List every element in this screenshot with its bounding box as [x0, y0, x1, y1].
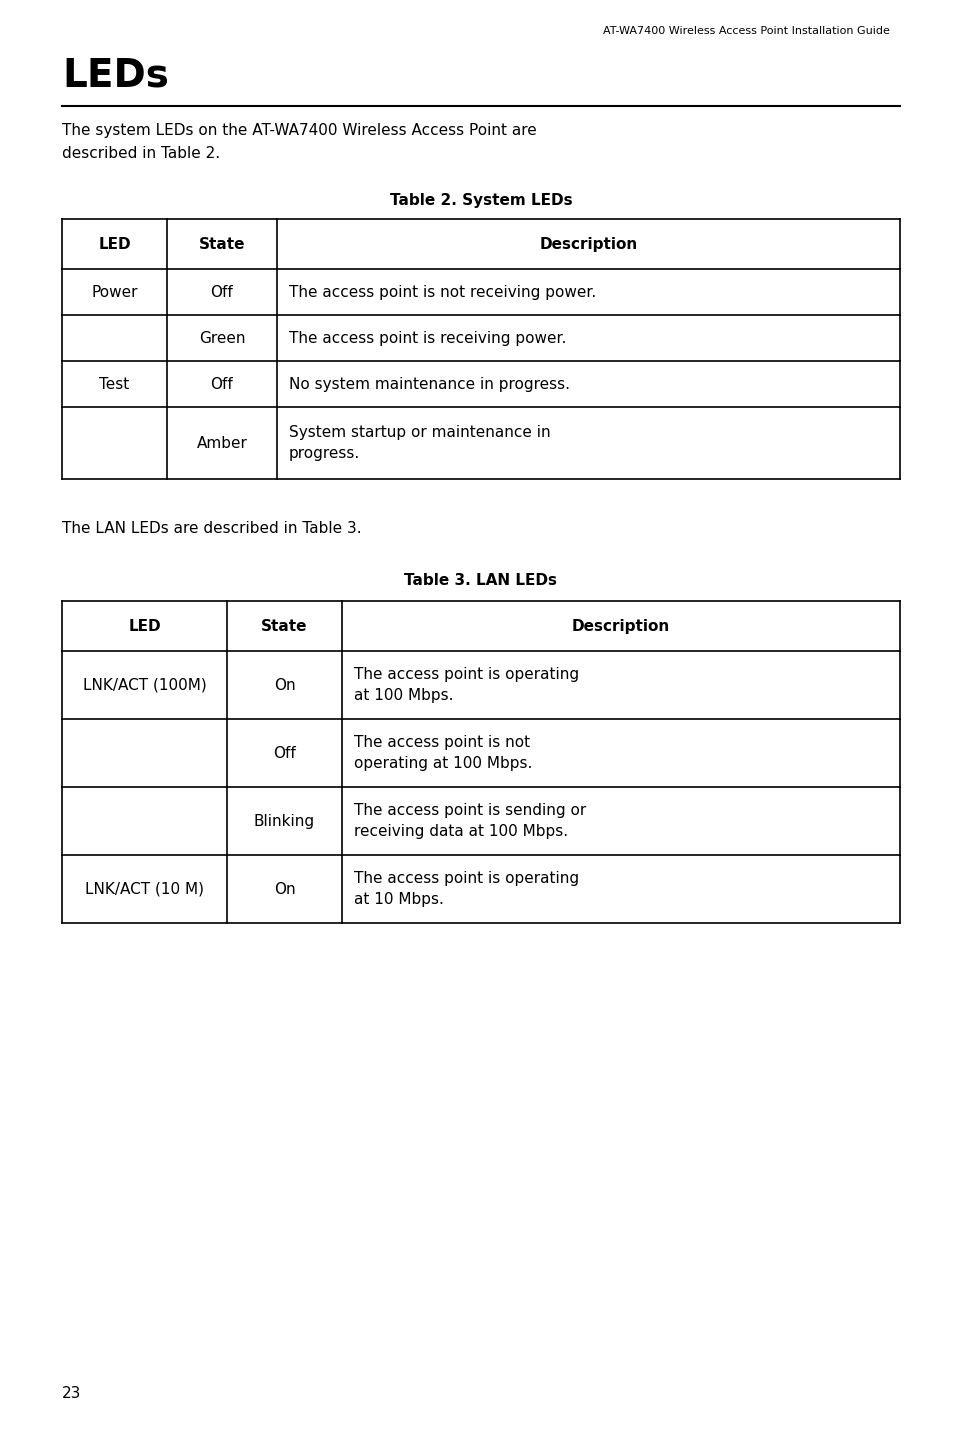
Text: LEDs: LEDs: [62, 56, 169, 94]
Text: The access point is operating
at 100 Mbps.: The access point is operating at 100 Mbp…: [354, 667, 578, 703]
Text: Description: Description: [571, 618, 669, 634]
Text: Amber: Amber: [196, 435, 247, 451]
Text: The LAN LEDs are described in Table 3.: The LAN LEDs are described in Table 3.: [62, 521, 361, 537]
Text: No system maintenance in progress.: No system maintenance in progress.: [289, 376, 569, 392]
Text: The access point is operating
at 10 Mbps.: The access point is operating at 10 Mbps…: [354, 871, 578, 907]
Text: State: State: [198, 236, 245, 252]
Text: Off: Off: [211, 285, 233, 299]
Text: AT-WA7400 Wireless Access Point Installation Guide: AT-WA7400 Wireless Access Point Installa…: [602, 26, 889, 36]
Text: On: On: [274, 677, 295, 693]
Text: The access point is not receiving power.: The access point is not receiving power.: [289, 285, 596, 299]
Text: The access point is sending or
receiving data at 100 Mbps.: The access point is sending or receiving…: [354, 803, 586, 839]
Text: The system LEDs on the AT-WA7400 Wireless Access Point are
described in Table 2.: The system LEDs on the AT-WA7400 Wireles…: [62, 123, 537, 162]
Text: Table 3. LAN LEDs: Table 3. LAN LEDs: [404, 572, 557, 588]
Text: Off: Off: [211, 376, 233, 392]
Text: LED: LED: [128, 618, 161, 634]
Text: LNK/ACT (10 M): LNK/ACT (10 M): [85, 881, 204, 896]
Text: LED: LED: [98, 236, 131, 252]
Text: The access point is not
operating at 100 Mbps.: The access point is not operating at 100…: [354, 736, 532, 771]
Text: The access point is receiving power.: The access point is receiving power.: [289, 331, 566, 345]
Text: LNK/ACT (100M): LNK/ACT (100M): [83, 677, 206, 693]
Text: Off: Off: [273, 746, 295, 760]
Text: Description: Description: [538, 236, 637, 252]
Text: Table 2. System LEDs: Table 2. System LEDs: [389, 193, 572, 207]
Text: Test: Test: [99, 376, 130, 392]
Text: Blinking: Blinking: [253, 813, 314, 829]
Text: 23: 23: [62, 1387, 81, 1401]
Text: System startup or maintenance in
progress.: System startup or maintenance in progres…: [289, 425, 550, 461]
Text: Green: Green: [198, 331, 245, 345]
Text: State: State: [261, 618, 308, 634]
Text: Power: Power: [91, 285, 137, 299]
Text: On: On: [274, 881, 295, 896]
